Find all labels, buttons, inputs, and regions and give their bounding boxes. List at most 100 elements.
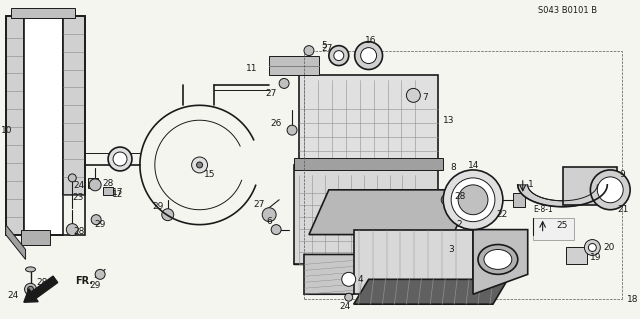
FancyArrow shape: [24, 276, 58, 302]
Text: 15: 15: [204, 170, 215, 179]
Text: 21: 21: [617, 205, 628, 214]
Text: 7: 7: [422, 93, 428, 102]
Text: 25: 25: [557, 221, 568, 230]
Circle shape: [451, 178, 495, 222]
Text: 27: 27: [321, 44, 332, 53]
Polygon shape: [269, 56, 319, 76]
Circle shape: [24, 283, 36, 295]
Polygon shape: [294, 234, 453, 264]
Circle shape: [584, 240, 600, 256]
Circle shape: [271, 225, 281, 234]
Circle shape: [342, 272, 356, 286]
Text: 24: 24: [7, 291, 19, 300]
Bar: [63, 16, 85, 195]
Circle shape: [279, 78, 289, 88]
Text: 1: 1: [528, 180, 534, 189]
Ellipse shape: [484, 249, 512, 269]
Circle shape: [588, 243, 596, 251]
Circle shape: [361, 48, 376, 63]
Text: 13: 13: [443, 116, 454, 125]
Text: 26: 26: [271, 119, 282, 128]
Circle shape: [191, 157, 207, 173]
Text: 24: 24: [74, 181, 85, 190]
Text: 20: 20: [604, 243, 614, 252]
Text: 10: 10: [1, 126, 12, 135]
Circle shape: [262, 208, 276, 222]
Bar: [20, 230, 51, 245]
Text: 27: 27: [266, 89, 277, 98]
Ellipse shape: [26, 267, 35, 272]
Circle shape: [287, 125, 297, 135]
Bar: [566, 247, 588, 264]
Circle shape: [443, 170, 503, 230]
Circle shape: [68, 174, 76, 182]
Text: 4: 4: [358, 275, 364, 284]
Circle shape: [95, 269, 105, 279]
Circle shape: [329, 46, 349, 65]
Bar: [294, 158, 443, 170]
Polygon shape: [354, 279, 508, 304]
Text: 9: 9: [620, 170, 625, 179]
Text: 16: 16: [365, 36, 376, 45]
Text: 14: 14: [468, 161, 480, 170]
Polygon shape: [354, 230, 473, 294]
Circle shape: [441, 195, 451, 205]
Text: 3: 3: [448, 245, 454, 254]
Text: 29: 29: [152, 202, 163, 211]
Text: 11: 11: [246, 64, 257, 73]
Circle shape: [67, 224, 78, 235]
Text: 12: 12: [113, 190, 124, 199]
Circle shape: [458, 185, 488, 215]
Text: 5: 5: [321, 41, 327, 50]
Text: E-8-1: E-8-1: [532, 205, 552, 214]
Bar: [103, 187, 113, 195]
Circle shape: [304, 46, 314, 56]
Polygon shape: [518, 185, 607, 207]
Polygon shape: [473, 230, 528, 294]
Text: 28: 28: [36, 278, 48, 287]
Bar: [513, 193, 525, 207]
Polygon shape: [309, 190, 473, 234]
Circle shape: [113, 152, 127, 166]
Circle shape: [334, 51, 344, 61]
Text: 28: 28: [102, 179, 114, 188]
Polygon shape: [304, 255, 374, 294]
Circle shape: [345, 293, 353, 301]
Circle shape: [597, 177, 623, 203]
Ellipse shape: [478, 245, 518, 274]
Bar: [88, 178, 98, 188]
Bar: [6, 16, 85, 234]
Text: 18: 18: [627, 295, 639, 304]
Text: 24: 24: [339, 302, 350, 311]
Text: 23: 23: [73, 193, 84, 202]
Text: 29: 29: [95, 220, 106, 229]
Bar: [6, 16, 24, 234]
Bar: [563, 167, 617, 205]
Text: 22: 22: [497, 210, 508, 219]
Text: 17: 17: [112, 188, 124, 197]
Text: S043 B0101 B: S043 B0101 B: [538, 6, 597, 15]
Circle shape: [196, 162, 202, 168]
Bar: [294, 165, 438, 264]
Bar: [11, 8, 76, 18]
Circle shape: [108, 147, 132, 171]
Bar: [299, 76, 438, 165]
Polygon shape: [6, 225, 26, 259]
Circle shape: [406, 88, 420, 102]
Text: 8: 8: [450, 163, 456, 173]
Bar: [24, 16, 63, 234]
Circle shape: [89, 179, 101, 191]
Text: FR.: FR.: [76, 276, 93, 286]
Text: 27: 27: [253, 200, 265, 209]
Text: 19: 19: [590, 253, 602, 262]
Text: 6: 6: [266, 217, 272, 226]
Text: 2: 2: [456, 220, 461, 229]
Circle shape: [28, 286, 33, 292]
Text: 28: 28: [74, 227, 85, 236]
Bar: [532, 218, 575, 240]
Circle shape: [91, 215, 101, 225]
Text: 28: 28: [454, 192, 465, 201]
Circle shape: [162, 209, 173, 221]
Circle shape: [590, 170, 630, 210]
Text: 29: 29: [90, 281, 101, 290]
